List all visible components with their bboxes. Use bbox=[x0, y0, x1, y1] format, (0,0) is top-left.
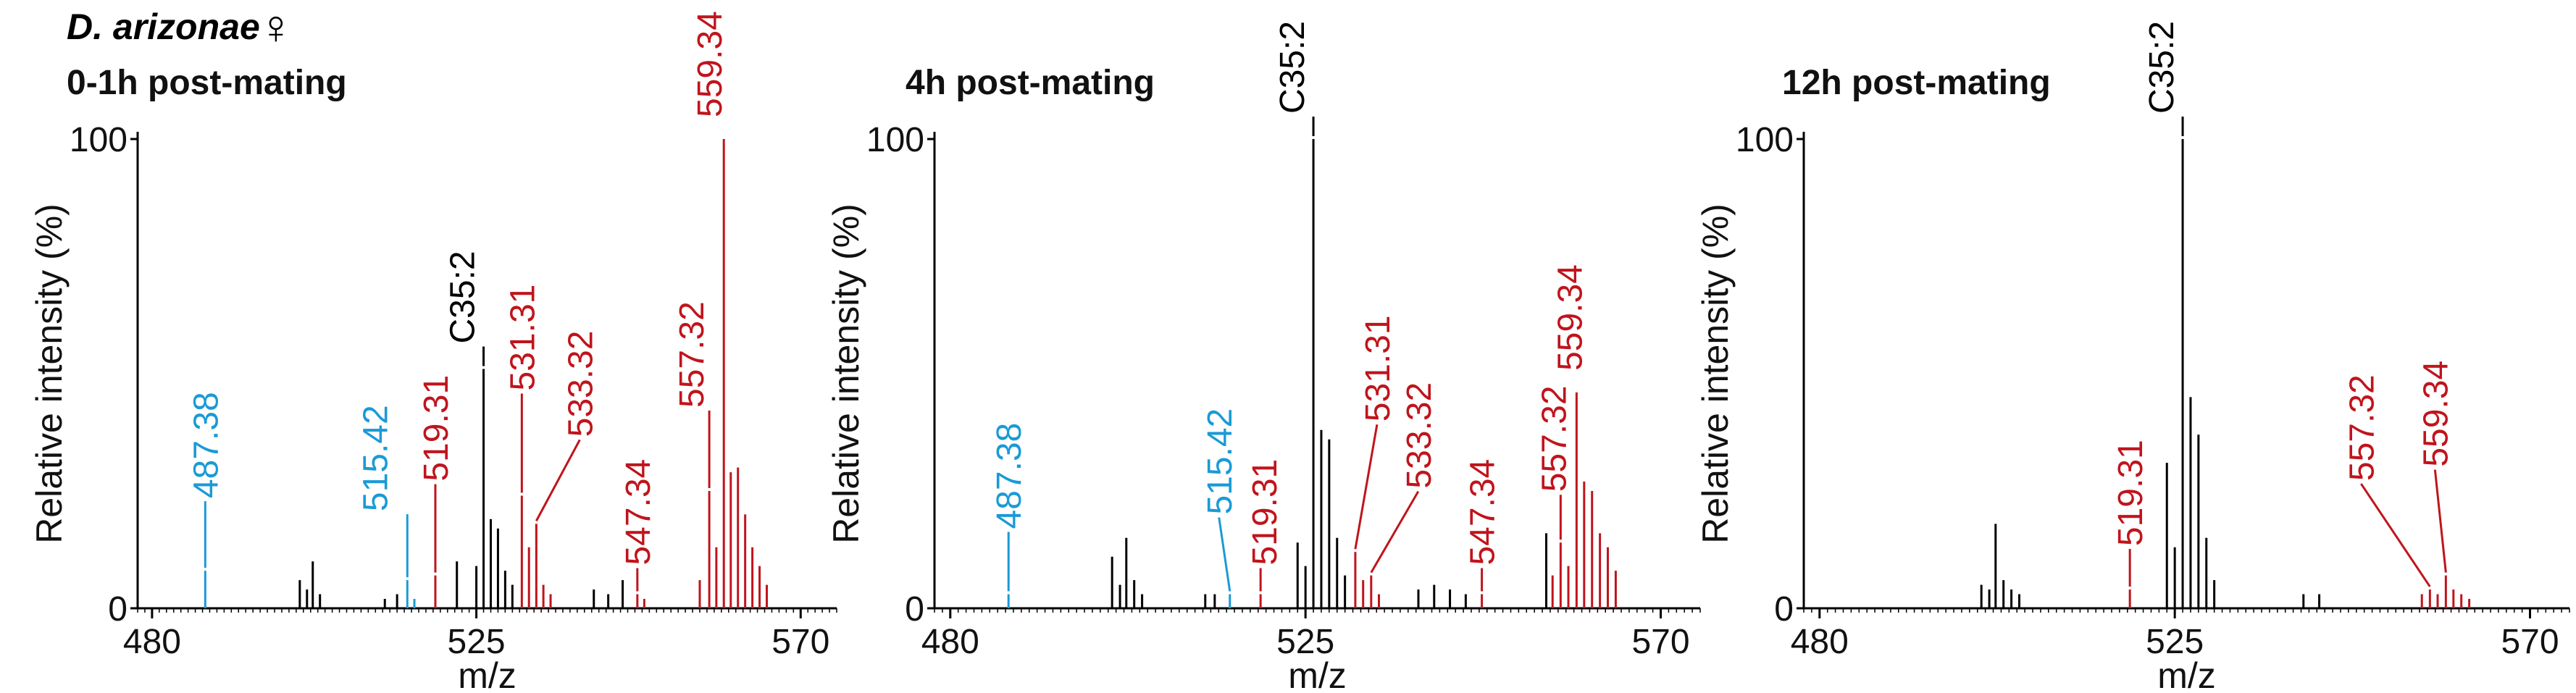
peak-label: 519.31 bbox=[1246, 459, 1284, 566]
y-tick-label: 0 bbox=[108, 590, 127, 629]
peak-label: 533.32 bbox=[1400, 382, 1439, 489]
x-tick-label: 570 bbox=[771, 623, 829, 661]
peak-label: 533.32 bbox=[561, 331, 600, 437]
x-tick-label: 570 bbox=[2501, 623, 2559, 661]
peak-label: C35:2 bbox=[2143, 21, 2181, 114]
peak-label: 487.38 bbox=[187, 392, 225, 498]
peak-label: 547.34 bbox=[1464, 459, 1502, 566]
x-axis-label: m/z bbox=[1288, 655, 1347, 693]
peak-label: 557.32 bbox=[1535, 385, 1573, 492]
y-tick-label: 100 bbox=[1736, 121, 1794, 159]
x-tick-label: 525 bbox=[2146, 623, 2204, 661]
peak-label: C35:2 bbox=[1274, 21, 1312, 114]
panel-title: 0-1h post-mating bbox=[67, 64, 347, 102]
peak-label: 557.32 bbox=[2343, 374, 2381, 481]
x-tick-label: 570 bbox=[1631, 623, 1689, 661]
x-tick-label: 525 bbox=[1276, 623, 1334, 661]
peak-label: 559.34 bbox=[2417, 361, 2455, 467]
peak-leader-line bbox=[2360, 483, 2431, 587]
x-tick-label: 480 bbox=[1791, 623, 1849, 661]
peak-label: 559.34 bbox=[691, 11, 729, 117]
y-tick-label: 0 bbox=[905, 590, 924, 629]
spectrum-panel-12h: 12h post-mating 0 100 Relative intensity (%… bbox=[1695, 21, 2570, 693]
peak-leader-line bbox=[2433, 469, 2447, 573]
peak-label: 547.34 bbox=[619, 459, 658, 566]
y-axis-label: Relative intensity (%) bbox=[826, 203, 866, 544]
peak-leader-line bbox=[1218, 517, 1231, 592]
peak-label: 557.32 bbox=[673, 301, 711, 408]
species-label: D. arizonae bbox=[67, 7, 260, 47]
x-tick-label: 480 bbox=[123, 623, 181, 661]
y-tick-label: 0 bbox=[1774, 590, 1794, 629]
female-symbol: ♀ bbox=[258, 0, 294, 54]
spectrum-panel-4h: 4h post-mating 0 100 Relative intensity (%)… bbox=[826, 21, 1701, 693]
peak-leader-line bbox=[1354, 424, 1379, 550]
peak-label: 531.31 bbox=[503, 285, 542, 391]
x-tick-label: 480 bbox=[921, 623, 979, 661]
peak-label: 515.42 bbox=[356, 405, 395, 511]
peak-label: 487.38 bbox=[990, 423, 1029, 529]
panel-title: 4h post-mating bbox=[906, 64, 1155, 102]
y-tick-label: 100 bbox=[70, 121, 127, 159]
peak-label: 519.31 bbox=[417, 375, 456, 482]
x-axis-label: m/z bbox=[2157, 655, 2216, 693]
panel-title: 12h post-mating bbox=[1782, 64, 2051, 102]
y-tick-label: 100 bbox=[866, 121, 924, 159]
x-tick-label: 525 bbox=[448, 623, 506, 661]
peak-label: 515.42 bbox=[1201, 408, 1239, 515]
peak-leader-line bbox=[535, 439, 581, 522]
peak-label: 531.31 bbox=[1359, 315, 1397, 421]
x-axis-label: m/z bbox=[458, 655, 517, 693]
peak-label: 519.31 bbox=[2112, 440, 2150, 546]
y-axis-label: Relative intensity (%) bbox=[1695, 203, 1736, 544]
y-axis-label: Relative intensity (%) bbox=[29, 203, 70, 544]
peak-leader-line bbox=[1370, 490, 1420, 574]
peak-label: C35:2 bbox=[444, 251, 482, 343]
peak-label: 559.34 bbox=[1551, 264, 1589, 371]
spectrum-panel-0-1h: 0-1h post-mating 0 100 Relative intensity (… bbox=[29, 11, 837, 693]
